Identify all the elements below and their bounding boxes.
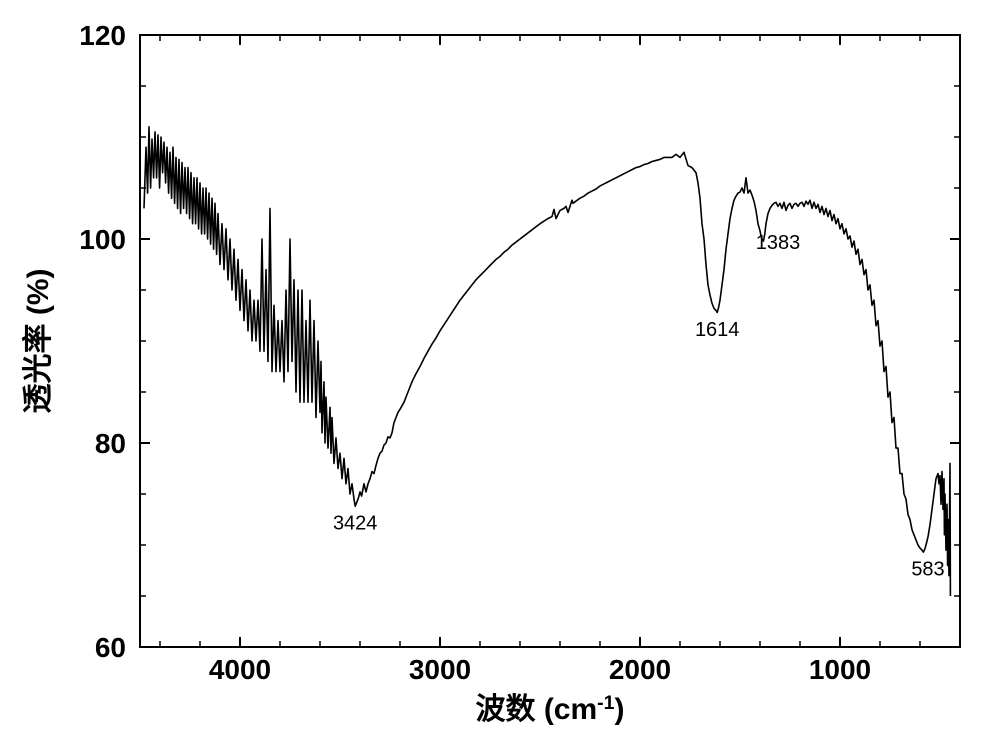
y-tick-label: 80 [95,428,126,459]
ir-spectrum-chart: 40003000200010006080100120波数 (cm-1)透光率 (… [0,0,1000,734]
x-tick-label: 4000 [209,654,271,685]
y-axis-label: 透光率 (%) [22,269,55,414]
peak-label: 583 [911,559,944,581]
peak-label: 1383 [756,232,801,254]
x-tick-label: 3000 [409,654,471,685]
peak-label: 3424 [333,513,378,535]
x-tick-label: 2000 [609,654,671,685]
y-tick-label: 60 [95,632,126,663]
chart-svg: 40003000200010006080100120波数 (cm-1)透光率 (… [0,0,1000,734]
y-tick-label: 120 [79,20,126,51]
x-tick-label: 1000 [809,654,871,685]
y-tick-label: 100 [79,224,126,255]
peak-label: 1614 [695,319,740,341]
